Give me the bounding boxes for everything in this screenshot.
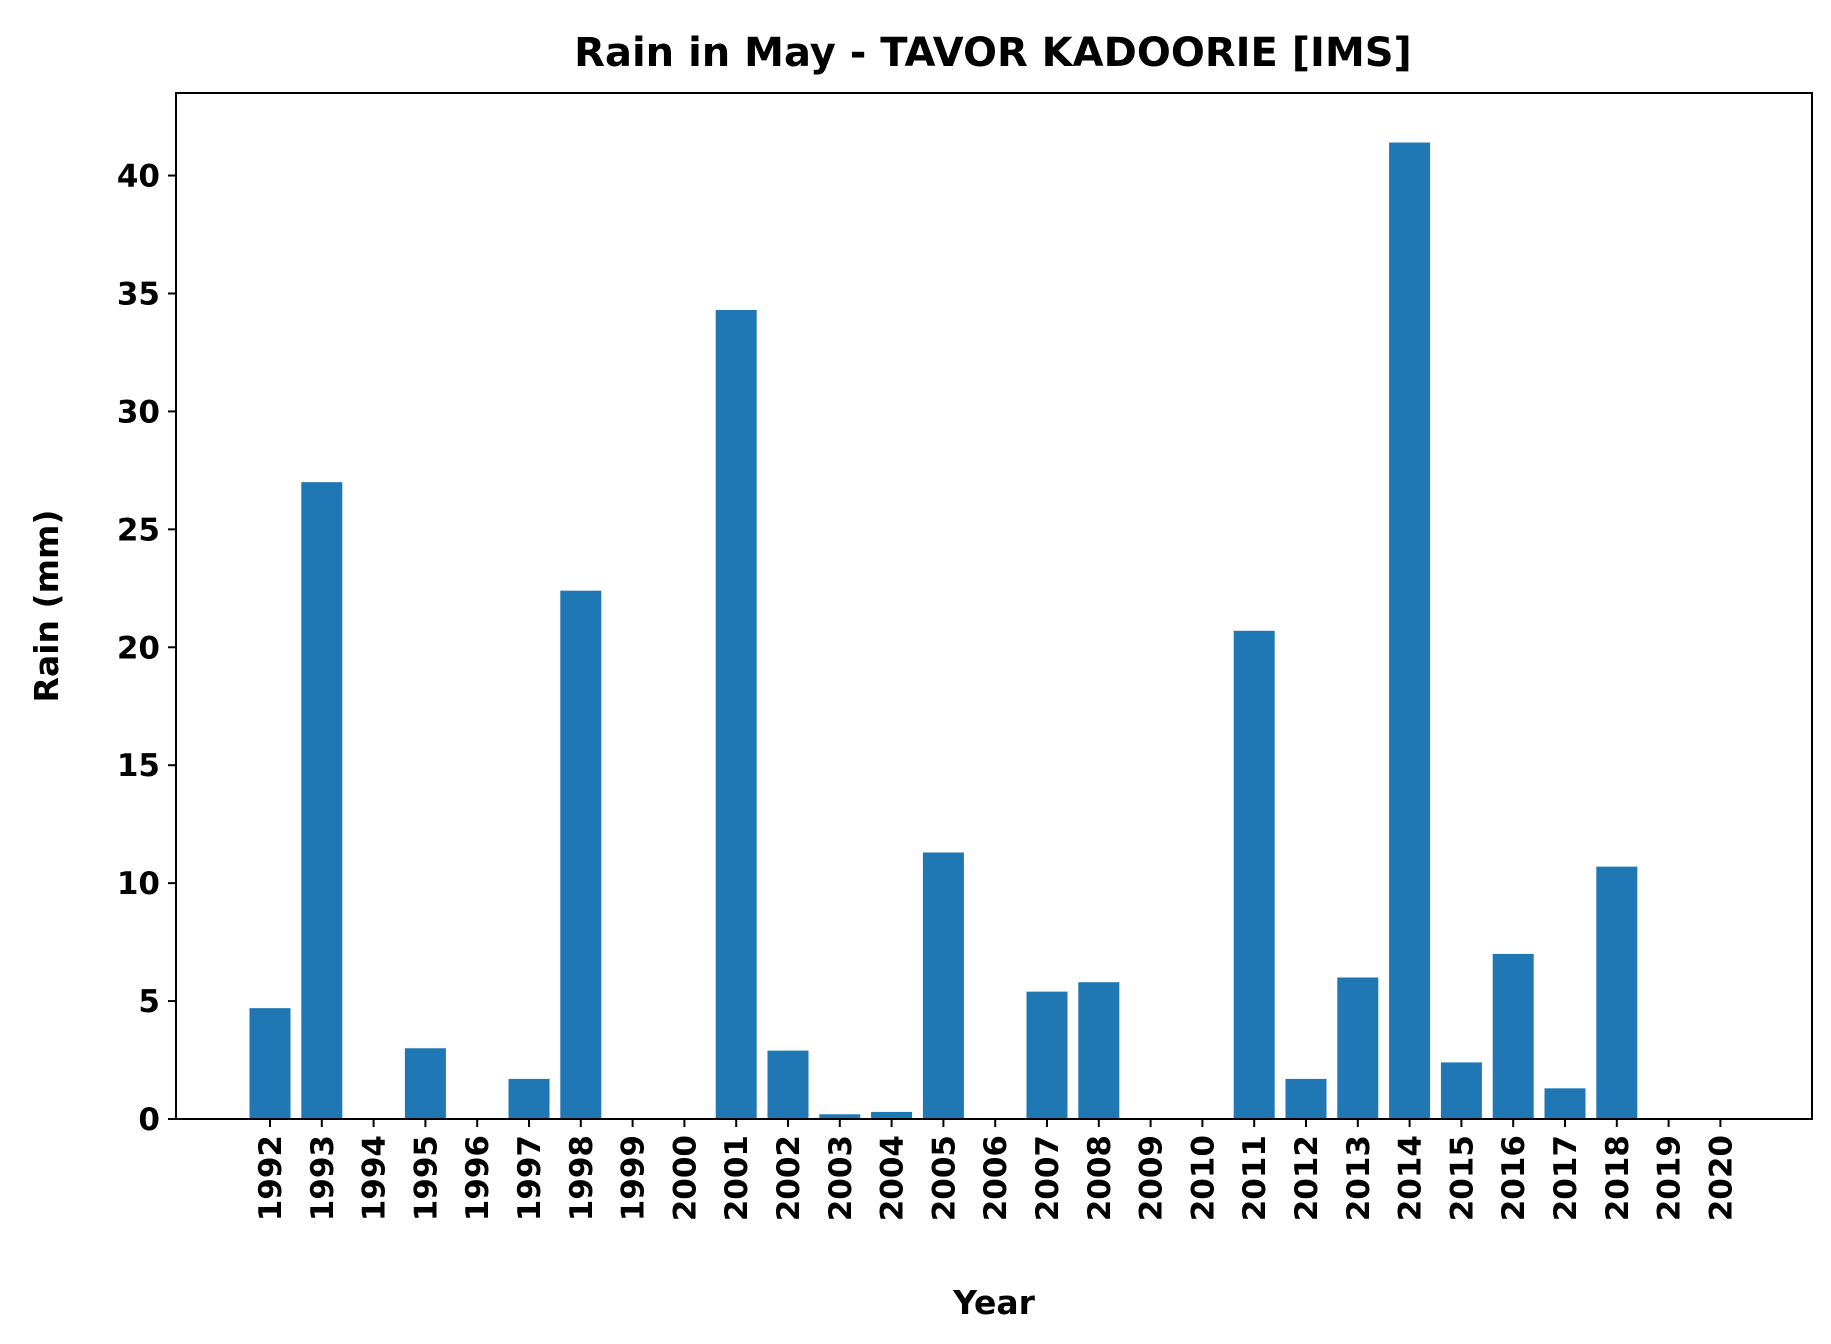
bar-1993 xyxy=(301,482,343,1119)
x-tick-label-2008: 2008 xyxy=(1082,1135,1118,1221)
x-tick-label-2013: 2013 xyxy=(1341,1135,1377,1221)
x-tick-label-2014: 2014 xyxy=(1393,1135,1429,1221)
x-axis-ticks: 1992 1993 1994 1995 1996 1997 1998 1999 2000 2001… xyxy=(253,1119,1739,1221)
y-axis-ticks: 0 5 10 15 20 25 30 35 40 xyxy=(117,159,176,1138)
x-tick-label-2010: 2010 xyxy=(1185,1135,1221,1221)
x-tick-label-2002: 2002 xyxy=(771,1135,807,1221)
bar-2017 xyxy=(1544,1088,1586,1119)
x-tick-label-2019: 2019 xyxy=(1652,1135,1688,1221)
plot-frame xyxy=(175,92,1813,1120)
bar-2013 xyxy=(1337,977,1379,1119)
x-tick-label-1993: 1993 xyxy=(305,1135,341,1221)
bar-2016 xyxy=(1492,953,1534,1119)
x-tick-label-2006: 2006 xyxy=(978,1135,1014,1221)
chart-title: Rain in May - TAVOR KADOORIE [IMS] xyxy=(574,30,1412,76)
bar-2008 xyxy=(1078,982,1120,1119)
x-tick-label-2000: 2000 xyxy=(667,1135,703,1221)
bar-2018 xyxy=(1596,866,1638,1119)
y-axis-label: Rain (mm) xyxy=(27,510,66,703)
y-tick-label-40: 40 xyxy=(117,159,160,195)
x-tick-label-1995: 1995 xyxy=(408,1135,444,1221)
x-tick-label-2011: 2011 xyxy=(1237,1135,1273,1221)
x-tick-label-1996: 1996 xyxy=(460,1135,496,1221)
x-tick-label-1992: 1992 xyxy=(253,1135,289,1221)
bar-1997 xyxy=(508,1078,550,1119)
y-tick-label-25: 25 xyxy=(117,512,160,548)
x-tick-label-2003: 2003 xyxy=(823,1135,859,1221)
x-tick-label-2020: 2020 xyxy=(1703,1135,1739,1221)
x-tick-label-2004: 2004 xyxy=(875,1135,911,1221)
x-tick-label-2012: 2012 xyxy=(1289,1135,1325,1221)
bar-2015 xyxy=(1440,1062,1482,1119)
bar-2003 xyxy=(819,1114,861,1119)
bar-1995 xyxy=(404,1048,446,1119)
x-tick-label-1997: 1997 xyxy=(512,1135,548,1221)
x-tick-label-2015: 2015 xyxy=(1444,1135,1480,1221)
bar-2007 xyxy=(1026,991,1068,1119)
x-tick-label-2001: 2001 xyxy=(719,1135,755,1221)
x-tick-label-2007: 2007 xyxy=(1030,1135,1066,1221)
bar-1998 xyxy=(560,590,602,1119)
bar-1992 xyxy=(249,1008,291,1119)
y-tick-label-35: 35 xyxy=(117,276,160,312)
x-tick-label-2018: 2018 xyxy=(1600,1135,1636,1221)
bar-2001 xyxy=(715,309,757,1119)
y-tick-label-0: 0 xyxy=(138,1102,160,1138)
x-tick-label-1999: 1999 xyxy=(616,1135,652,1221)
x-tick-label-2017: 2017 xyxy=(1548,1135,1584,1221)
bar-2002 xyxy=(767,1050,809,1119)
x-tick-label-2005: 2005 xyxy=(926,1135,962,1221)
x-axis-label: Year xyxy=(952,1283,1036,1322)
bar-2005 xyxy=(922,852,964,1119)
y-tick-label-15: 15 xyxy=(117,748,160,784)
x-tick-label-1998: 1998 xyxy=(564,1135,600,1221)
y-tick-label-10: 10 xyxy=(117,866,160,902)
y-tick-label-20: 20 xyxy=(117,630,160,666)
x-tick-label-2009: 2009 xyxy=(1134,1135,1170,1221)
y-tick-label-30: 30 xyxy=(117,394,160,430)
bars-group xyxy=(249,142,1638,1120)
bar-2012 xyxy=(1285,1078,1327,1119)
y-tick-label-5: 5 xyxy=(138,984,160,1020)
x-tick-label-2016: 2016 xyxy=(1496,1135,1532,1221)
bar-2014 xyxy=(1389,142,1431,1120)
x-tick-label-1994: 1994 xyxy=(357,1135,393,1221)
bar-2004 xyxy=(871,1111,913,1119)
bar-2011 xyxy=(1233,630,1275,1119)
